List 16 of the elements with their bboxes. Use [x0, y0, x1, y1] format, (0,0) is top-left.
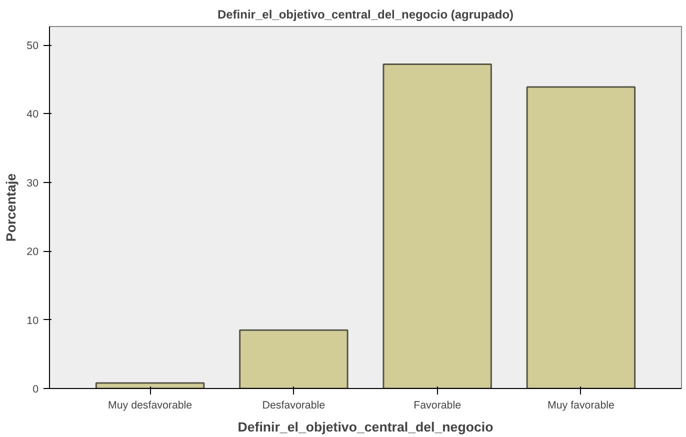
x-tick-label: Desfavorable — [262, 400, 326, 412]
x-axis-title: Definir_el_objetivo_central_del_negocio — [238, 420, 494, 434]
bar — [239, 329, 348, 388]
y-tick-label: 50 — [26, 40, 39, 52]
y-tick-label: 0 — [32, 384, 39, 396]
x-tick-label: Muy favorable — [547, 400, 614, 412]
y-tick-label: 10 — [26, 314, 39, 327]
bar — [526, 86, 636, 388]
y-tick-label: 20 — [26, 246, 39, 258]
x-tick-label: Muy desfavorable — [108, 400, 192, 412]
x-tick-label: Favorable — [414, 400, 462, 412]
y-tick-label: 30 — [26, 177, 39, 190]
y-tick-label: 40 — [26, 108, 39, 121]
y-axis-title: Porcentaje — [4, 173, 19, 242]
bar — [382, 64, 492, 388]
chart-title: Definir_el_objetivo_central_del_negocio (agrupado) — [217, 8, 514, 22]
